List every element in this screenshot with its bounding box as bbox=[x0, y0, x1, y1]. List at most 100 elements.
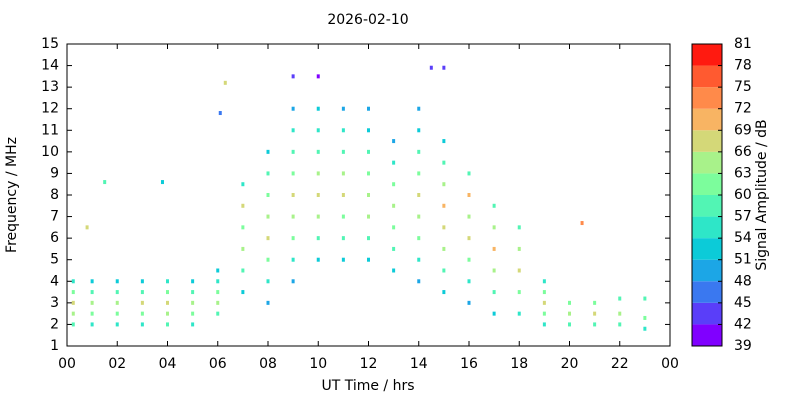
data-point bbox=[442, 246, 446, 251]
data-point bbox=[542, 279, 546, 284]
data-point bbox=[492, 225, 496, 230]
data-point bbox=[417, 257, 421, 262]
data-point bbox=[568, 311, 571, 316]
data-point bbox=[442, 225, 446, 230]
data-point bbox=[568, 322, 571, 327]
data-point bbox=[341, 171, 345, 176]
y-tick-label: 11 bbox=[41, 122, 59, 138]
data-point bbox=[367, 257, 370, 262]
data-point bbox=[71, 322, 75, 327]
data-point bbox=[166, 279, 169, 284]
data-point bbox=[241, 203, 245, 208]
data-point bbox=[71, 311, 75, 316]
data-point bbox=[467, 279, 471, 284]
data-point bbox=[618, 296, 622, 301]
colorbar-band bbox=[692, 151, 722, 174]
data-point bbox=[90, 300, 94, 305]
data-point bbox=[492, 290, 496, 295]
data-point bbox=[341, 257, 345, 262]
data-point bbox=[218, 111, 222, 116]
data-point bbox=[103, 180, 107, 185]
data-point bbox=[341, 128, 345, 133]
data-point bbox=[90, 279, 94, 284]
data-point bbox=[442, 268, 446, 273]
colorbar-tick-label: 51 bbox=[734, 252, 752, 268]
colorbar-band bbox=[692, 324, 722, 346]
data-point bbox=[367, 236, 370, 241]
data-point bbox=[517, 290, 521, 295]
data-point bbox=[140, 300, 144, 305]
colorbar-tick-label: 54 bbox=[734, 230, 752, 246]
colorbar-tick-label: 45 bbox=[734, 295, 752, 311]
y-axis-label: Frequency / MHz bbox=[4, 137, 20, 253]
x-tick-label: 08 bbox=[259, 356, 277, 372]
data-point bbox=[467, 300, 471, 305]
data-point bbox=[266, 149, 270, 154]
data-point bbox=[568, 300, 571, 305]
data-point bbox=[341, 149, 345, 154]
x-tick-label: 20 bbox=[561, 356, 579, 372]
data-point bbox=[216, 290, 220, 295]
colorbar-band bbox=[692, 65, 722, 88]
y-tick-label: 1 bbox=[50, 338, 59, 354]
data-point bbox=[467, 171, 471, 176]
x-tick-label: 12 bbox=[360, 356, 378, 372]
x-tick-label: 04 bbox=[159, 356, 177, 372]
data-point bbox=[291, 128, 295, 133]
data-point bbox=[140, 290, 144, 295]
data-point bbox=[492, 246, 496, 251]
colorbar-band bbox=[692, 108, 722, 131]
data-point bbox=[367, 149, 370, 154]
x-tick-label: 14 bbox=[410, 356, 428, 372]
data-point bbox=[467, 193, 471, 197]
data-point bbox=[316, 236, 320, 241]
x-tick-label: 22 bbox=[611, 356, 629, 372]
data-point bbox=[85, 225, 89, 230]
colorbar-tick-label: 69 bbox=[734, 122, 752, 138]
colorbar-tick-label: 57 bbox=[734, 209, 752, 225]
data-point bbox=[618, 311, 622, 316]
data-point bbox=[580, 221, 584, 226]
data-point bbox=[392, 225, 396, 230]
data-point bbox=[160, 180, 164, 185]
colorbar-tick-label: 48 bbox=[734, 273, 752, 289]
y-tick-label: 13 bbox=[41, 79, 59, 95]
x-tick-label: 10 bbox=[309, 356, 327, 372]
data-point bbox=[643, 296, 647, 301]
data-point bbox=[417, 236, 421, 241]
data-point bbox=[316, 171, 320, 176]
data-point bbox=[618, 322, 622, 327]
data-point bbox=[115, 322, 119, 327]
data-point bbox=[90, 322, 94, 327]
data-point bbox=[442, 139, 446, 144]
data-point bbox=[241, 268, 245, 273]
data-point bbox=[266, 171, 270, 176]
data-point bbox=[442, 182, 446, 187]
data-point bbox=[266, 193, 270, 197]
data-point bbox=[316, 149, 320, 154]
data-point bbox=[216, 300, 220, 305]
y-tick-label: 10 bbox=[41, 144, 59, 160]
data-point bbox=[191, 311, 195, 316]
data-point bbox=[492, 203, 496, 208]
data-point bbox=[291, 74, 295, 79]
colorbar-tick-label: 72 bbox=[734, 101, 752, 117]
colorbar-tick-label: 81 bbox=[734, 36, 752, 52]
colorbar-band bbox=[692, 259, 722, 282]
colorbar-band bbox=[692, 173, 722, 195]
y-tick-label: 8 bbox=[50, 187, 59, 203]
data-point bbox=[467, 236, 471, 241]
data-point bbox=[442, 65, 446, 70]
x-tick-label: 16 bbox=[460, 356, 478, 372]
data-point bbox=[71, 279, 75, 284]
data-point bbox=[140, 322, 144, 327]
y-tick-label: 2 bbox=[50, 316, 59, 332]
colorbar-band bbox=[692, 302, 722, 325]
data-point bbox=[241, 290, 245, 295]
data-point bbox=[316, 106, 320, 111]
data-point bbox=[417, 171, 421, 176]
colorbar-tick-label: 60 bbox=[734, 187, 752, 203]
y-tick-label: 5 bbox=[50, 252, 59, 268]
data-point bbox=[191, 279, 195, 284]
